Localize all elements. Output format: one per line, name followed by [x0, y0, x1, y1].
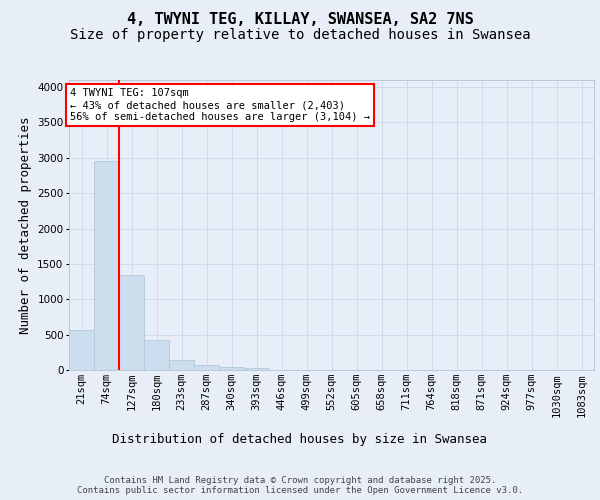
- Bar: [194, 364, 219, 370]
- Text: 4, TWYNI TEG, KILLAY, SWANSEA, SA2 7NS: 4, TWYNI TEG, KILLAY, SWANSEA, SA2 7NS: [127, 12, 473, 28]
- Bar: [119, 275, 144, 370]
- Text: Contains HM Land Registry data © Crown copyright and database right 2025.
Contai: Contains HM Land Registry data © Crown c…: [77, 476, 523, 495]
- Bar: [69, 330, 94, 370]
- Text: Size of property relative to detached houses in Swansea: Size of property relative to detached ho…: [70, 28, 530, 42]
- Y-axis label: Number of detached properties: Number of detached properties: [19, 116, 32, 334]
- Text: Distribution of detached houses by size in Swansea: Distribution of detached houses by size …: [113, 432, 487, 446]
- Bar: [94, 160, 119, 370]
- Bar: [144, 340, 169, 370]
- Bar: [169, 360, 194, 370]
- Bar: [219, 367, 244, 370]
- Bar: [244, 368, 269, 370]
- Text: 4 TWYNI TEG: 107sqm
← 43% of detached houses are smaller (2,403)
56% of semi-det: 4 TWYNI TEG: 107sqm ← 43% of detached ho…: [70, 88, 370, 122]
